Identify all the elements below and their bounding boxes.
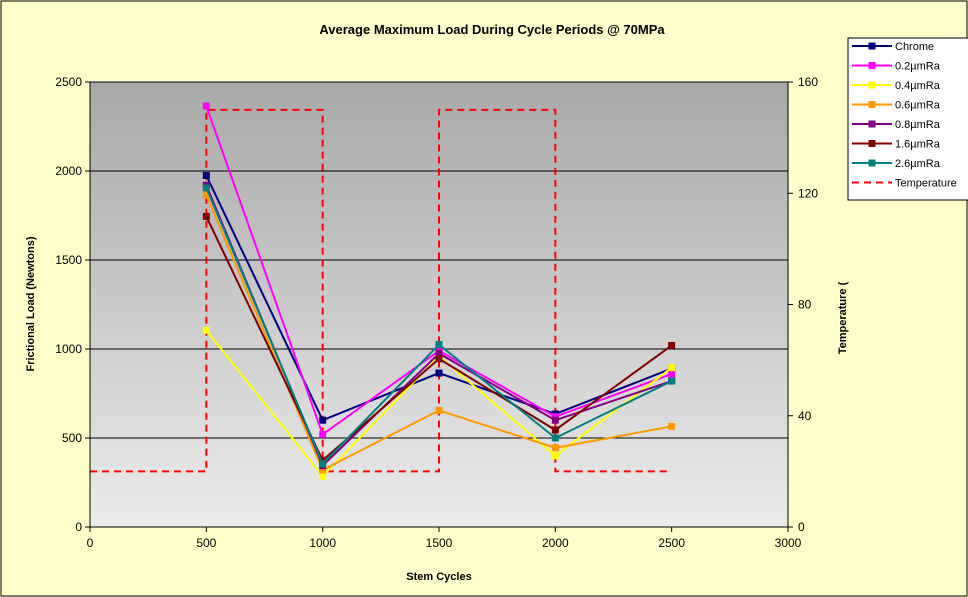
y-tick-label: 500	[62, 431, 82, 445]
y2-tick-label: 120	[798, 186, 818, 200]
x-tick-label: 500	[196, 536, 216, 550]
y-axis-label: Frictional Load (Newtons)	[25, 236, 37, 371]
x-tick-label: 1500	[426, 536, 453, 550]
data-point-2-6umra	[435, 341, 443, 349]
data-point-1-6umra	[202, 212, 210, 220]
legend-label-temperature: Temperature	[895, 178, 957, 190]
data-point-0-6umra	[202, 191, 210, 199]
data-point-1-6umra	[551, 426, 559, 434]
data-point-2-6umra	[202, 184, 210, 192]
y2-tick-label: 0	[798, 520, 805, 534]
data-point-chrome	[319, 416, 327, 424]
data-point-1-6umra	[435, 355, 443, 363]
data-point-1-6umra	[668, 341, 676, 349]
x-tick-label: 1000	[309, 536, 336, 550]
legend-label-0-8umra: 0.8µmRa	[895, 119, 941, 131]
data-point-chrome	[435, 369, 443, 377]
data-point-1-6umra	[319, 456, 327, 464]
data-point-2-6umra	[668, 377, 676, 385]
legend-label-0-6umra: 0.6µmRa	[895, 100, 941, 112]
data-point-0-2umra	[319, 430, 327, 438]
legend-marker-1-6umra	[868, 140, 876, 147]
data-point-0-2umra	[668, 370, 676, 378]
data-point-chrome	[202, 171, 210, 179]
legend-label-2-6umra: 2.6µmRa	[895, 158, 941, 170]
chart-title: Average Maximum Load During Cycle Period…	[319, 22, 665, 37]
legend-marker-0-8umra	[868, 120, 876, 128]
data-point-0-4umra	[668, 364, 676, 372]
data-point-2-6umra	[319, 460, 327, 468]
data-point-0-4umra	[202, 326, 210, 334]
axes: 0 500 1000 1500 2000 2500 3000 0 500 1000 1500 2000…	[55, 75, 818, 550]
y2-tick-label: 160	[798, 75, 818, 89]
y2-tick-label: 80	[798, 298, 812, 312]
y2-axis-label: Temperature (	[837, 281, 849, 354]
y2-tick-label: 40	[798, 409, 812, 423]
x-tick-label: 0	[87, 536, 94, 550]
y-tick-label: 1500	[55, 253, 82, 267]
data-point-2-6umra	[551, 434, 559, 442]
data-point-0-4umra	[551, 452, 559, 460]
legend-label-0-2umra: 0.2µmRa	[895, 61, 941, 73]
legend-label-chrome: Chrome	[895, 41, 934, 53]
legend-label-1-6umra: 1.6µmRa	[895, 139, 941, 151]
y-tick-label: 1000	[55, 342, 82, 356]
data-point-0-2umra	[551, 413, 559, 421]
x-tick-label: 3000	[775, 536, 802, 550]
load-series	[202, 102, 676, 480]
data-point-0-6umra	[319, 466, 327, 474]
temperature-series	[90, 108, 672, 473]
legend-marker-0-6umra	[868, 101, 876, 108]
legend-marker-0-4umra	[868, 81, 876, 89]
legend: Chrome 0.2µmRa 0.4µmRa 0.6µmRa 0.8µmRa 1.6µmR…	[847, 37, 968, 201]
x-tick-label: 2500	[658, 536, 685, 550]
legend-marker-0-2umra	[868, 62, 876, 69]
legend-label-0-4umra: 0.4µmRa	[895, 80, 941, 92]
data-point-0-6umra	[551, 444, 559, 452]
x-axis-label: Stem Cycles	[406, 571, 471, 583]
y-tick-label: 2000	[55, 164, 82, 178]
data-point-0-6umra	[668, 422, 676, 430]
data-point-0-4umra	[319, 472, 327, 480]
y-tick-label: 2500	[55, 75, 82, 89]
legend-marker-chrome	[868, 42, 876, 50]
temperature-line	[90, 108, 672, 473]
x-tick-label: 2000	[542, 536, 569, 550]
data-point-0-8umra	[551, 416, 559, 424]
legend-marker-2-6umra	[868, 159, 876, 167]
legend-box	[847, 37, 968, 201]
data-point-0-2umra	[202, 102, 210, 110]
data-point-0-8umra	[435, 349, 443, 357]
data-point-0-6umra	[435, 406, 443, 414]
y-tick-label: 0	[75, 520, 82, 534]
